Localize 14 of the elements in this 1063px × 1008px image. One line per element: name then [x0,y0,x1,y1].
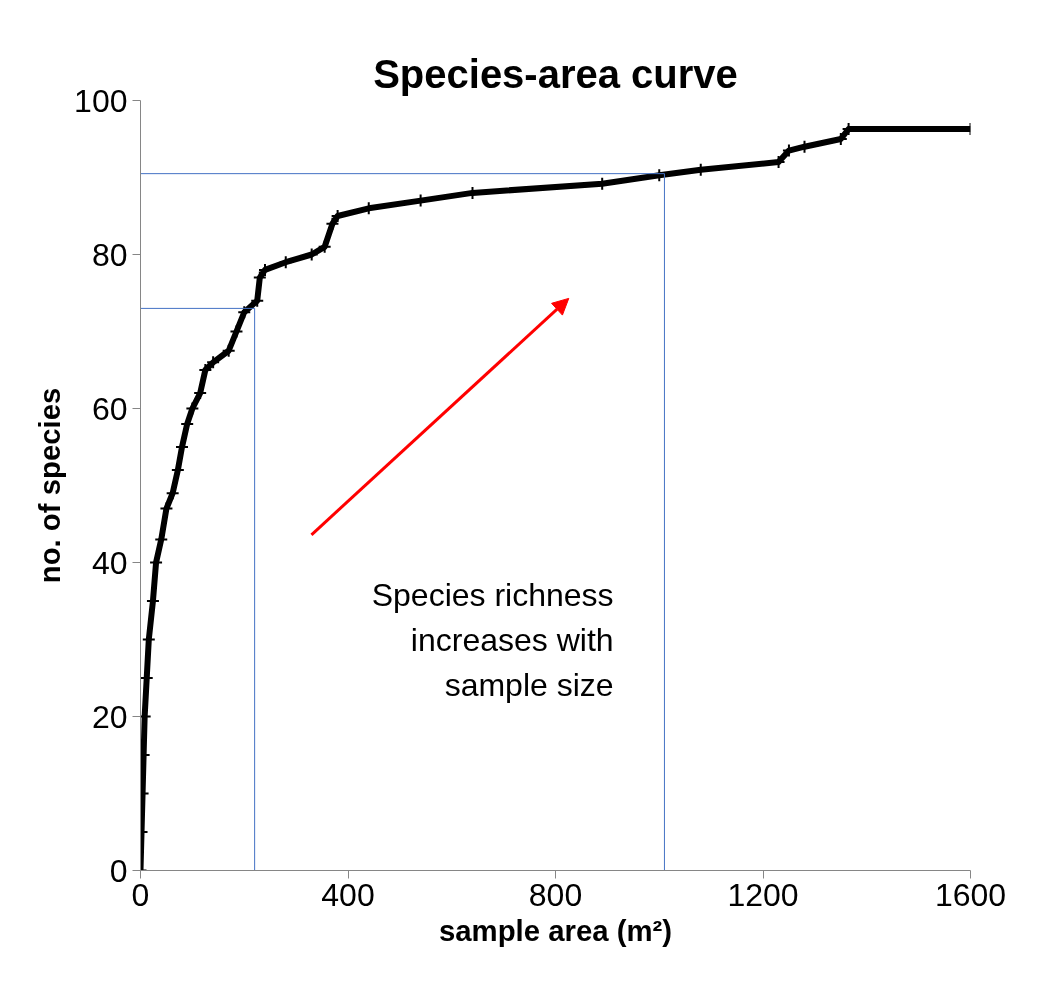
y-tick-label: 80 [91,236,128,273]
y-tick-label: 0 [109,852,128,889]
y-axis-title: no. of species [33,387,67,584]
y-tick-label: 20 [91,698,128,735]
y-tick-label: 40 [91,544,128,581]
annotation: Species richness increases with sample size [371,576,614,703]
x-tick-label: 1600 [934,876,1007,913]
x-tick-label: 400 [321,876,375,913]
x-tick-label: 800 [528,876,583,913]
y-tick-label: 60 [91,390,128,427]
x-tick-label: 1200 [727,876,799,913]
y-tick-label: 100 [74,82,128,119]
x-axis-title: sample area (m²) [438,913,673,947]
chart-title: Species-area curve [373,51,738,96]
